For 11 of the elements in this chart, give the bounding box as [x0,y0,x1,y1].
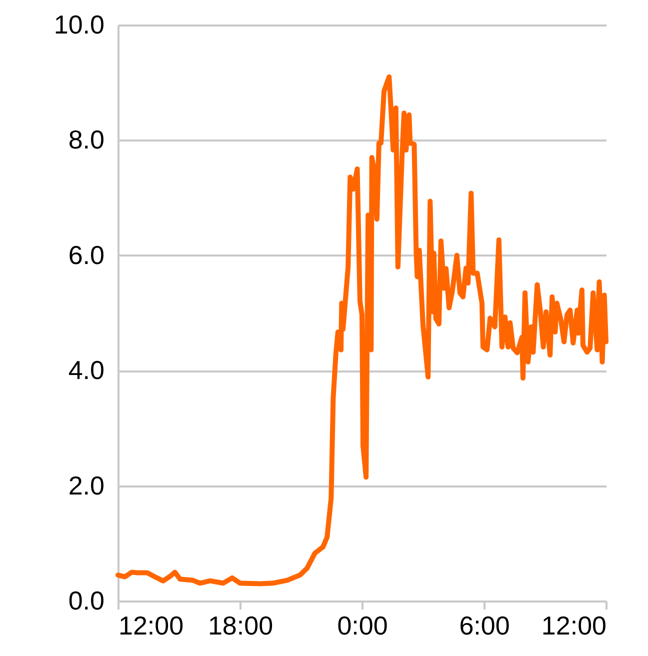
y-tick-label: 2.0 [68,470,104,500]
x-tick-label: 12:00 [541,610,606,640]
x-tick-label: 0:00 [337,610,388,640]
y-tick-label: 6.0 [68,240,104,270]
x-tick-label: 6:00 [459,610,510,640]
y-tick-label: 10.0 [54,10,104,40]
x-tick-label: 12:00 [118,610,184,640]
x-tick-label: 18:00 [208,610,274,640]
y-tick-label: 4.0 [68,355,104,386]
y-tick-label: 0.0 [68,586,104,616]
y-tick-label: 8.0 [68,124,104,155]
